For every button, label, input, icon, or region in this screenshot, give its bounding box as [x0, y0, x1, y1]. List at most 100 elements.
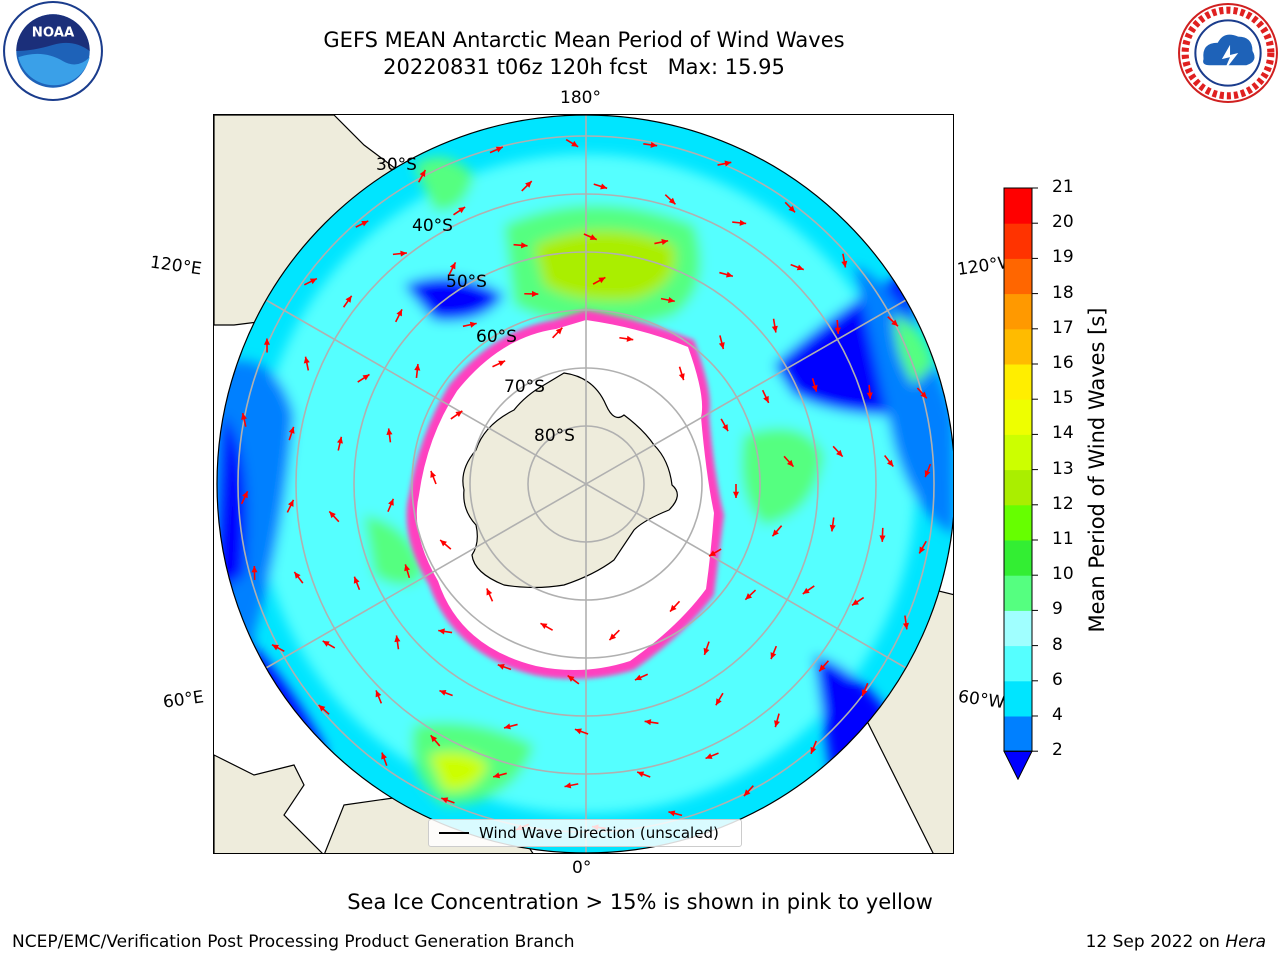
colorbar-segment: [1004, 575, 1032, 611]
date-machine: Hera: [1225, 932, 1266, 952]
wind-wave-arrow-head: [861, 689, 868, 697]
colorbar-segment: [1004, 610, 1032, 647]
wind-wave-arrow-head: [520, 242, 528, 249]
wind-wave-arrow-head: [650, 141, 658, 148]
wind-wave-arrow-head: [589, 234, 597, 240]
wind-wave-arrow-head: [455, 410, 463, 418]
map-panel: 30°S 40°S 50°S 60°S 70°S 80°S: [213, 114, 954, 854]
wind-wave-arrow-head: [634, 674, 642, 681]
wind-wave-arrow-head: [294, 571, 301, 579]
wind-wave-arrow-head: [891, 319, 898, 327]
wind-wave-arrow-head: [555, 327, 563, 335]
wind-wave-arrow-head: [345, 295, 352, 303]
wind-wave-arrow-head: [251, 566, 258, 573]
wind-wave-arrow-head: [469, 321, 477, 328]
wind-wave-arrow-head: [668, 197, 676, 205]
colorbar-label: Mean Period of Wind Waves [s]: [1085, 307, 1109, 633]
colorbar-tick-label: 2: [1052, 740, 1063, 761]
wind-wave-arrow-head: [796, 264, 804, 271]
latitude-labels: 30°S 40°S 50°S 60°S 70°S 80°S: [376, 155, 575, 446]
map-legend: Wind Wave Direction (unscaled): [428, 819, 742, 847]
wind-wave-arrow-head: [600, 183, 608, 190]
wind-wave-arrow-head: [430, 470, 437, 478]
wind-wave-arrow-head: [661, 239, 669, 245]
wind-wave-arrow-head: [440, 540, 447, 547]
wind-wave-arrow-head: [309, 278, 317, 285]
svg-text:NOAA: NOAA: [32, 26, 75, 41]
colorbar: [1003, 187, 1038, 780]
wind-wave-arrows: [240, 138, 932, 831]
noaa-logo: NOAA: [3, 1, 103, 101]
date-prefix: 12 Sep 2022 on: [1085, 932, 1226, 952]
wind-wave-arrow-head: [745, 593, 753, 600]
legend-line-icon: [439, 832, 469, 834]
wind-wave-arrow-head: [531, 290, 539, 297]
wind-wave-arrow-head: [493, 772, 501, 779]
colorbar-tick-label: 4: [1052, 705, 1063, 725]
wind-wave-arrow-head: [441, 797, 449, 804]
colorbar-tick-label: 9: [1052, 599, 1063, 620]
colorbar-segment: [1004, 469, 1032, 506]
wind-wave-arrow-head: [726, 271, 733, 278]
wind-wave-arrow-head: [834, 327, 841, 334]
wind-wave-arrow-head: [242, 491, 248, 499]
wind-wave-arrow-head: [497, 663, 505, 670]
colorbar-tick-label: 12: [1052, 493, 1074, 514]
lon-label-0: 0°: [572, 858, 592, 878]
wind-wave-arrow-head: [924, 470, 931, 478]
colorbar-tick-label: 18: [1052, 282, 1074, 303]
colorbar-segment: [1004, 293, 1032, 330]
wind-wave-arrow-head: [504, 723, 511, 730]
wind-wave-arrow-head: [498, 360, 506, 367]
colorbar-tick-label: 19: [1052, 247, 1074, 268]
wind-wave-arrow-head: [486, 588, 493, 596]
legend-text: Wind Wave Direction (unscaled): [479, 824, 719, 842]
sea-ice-note: Sea Ice Concentration > 15% is shown in …: [347, 890, 933, 914]
wind-wave-arrow-head: [670, 604, 677, 612]
wind-wave-arrow-head: [287, 499, 294, 507]
wind-wave-arrow-head: [739, 219, 747, 226]
colorbar-segment: [1004, 504, 1032, 541]
wind-wave-arrow-head: [361, 220, 369, 227]
wind-wave-arrow-head: [668, 810, 676, 817]
wind-wave-arrow-head: [438, 628, 445, 635]
wind-wave-arrow-head: [709, 550, 717, 557]
chart-subtitle: 20220831 t06z 120h fcst Max: 15.95: [383, 55, 785, 79]
wind-wave-arrow-head: [439, 689, 447, 696]
wind-wave-arrow-head: [743, 789, 751, 797]
wind-wave-arrow-head: [400, 250, 407, 257]
wind-wave-arrow-head: [724, 160, 732, 167]
colorbar-tick-label: 13: [1052, 458, 1074, 479]
colorbar-tick-label: 8: [1052, 634, 1063, 655]
colorbar-tick-label: 11: [1052, 529, 1074, 549]
colorbar-segment: [1004, 188, 1032, 224]
svg-text:50°S: 50°S: [446, 272, 487, 292]
antarctica: [462, 372, 678, 589]
colorbar-segment: [1004, 680, 1032, 717]
wind-wave-arrow-head: [263, 338, 271, 345]
colorbar-segment: [1004, 645, 1032, 682]
wind-wave-arrow-head: [722, 424, 729, 432]
wind-wave-arrow-head: [819, 664, 826, 672]
nws-logo: [1178, 3, 1278, 103]
wind-wave-arrow-head: [705, 753, 713, 759]
svg-text:80°S: 80°S: [534, 426, 575, 446]
svg-text:60°S: 60°S: [476, 327, 517, 347]
wind-wave-arrow-head: [540, 623, 548, 630]
colorbar-tick-label: 17: [1052, 317, 1074, 338]
colorbar-tick-label: 20: [1052, 212, 1074, 233]
wind-wave-arrow-head: [802, 587, 810, 594]
lon-label-180: 180°: [560, 88, 601, 108]
wind-wave-arrow-head: [772, 529, 779, 537]
wind-wave-arrow-head: [525, 181, 532, 188]
wind-wave-arrow-head: [362, 374, 370, 381]
colorbar-tick-label: 10: [1052, 564, 1074, 585]
map-boundary: [216, 115, 953, 853]
wind-wave-arrow-head: [771, 325, 778, 333]
wind-wave-arrow-head: [322, 640, 330, 647]
colorbar-tick-label: 14: [1052, 423, 1074, 444]
svg-text:30°S: 30°S: [376, 155, 417, 175]
credit-text: NCEP/EMC/Verification Post Processing Pr…: [12, 932, 575, 952]
wind-wave-arrow-head: [829, 524, 836, 532]
wind-wave-arrow-head: [678, 373, 685, 381]
